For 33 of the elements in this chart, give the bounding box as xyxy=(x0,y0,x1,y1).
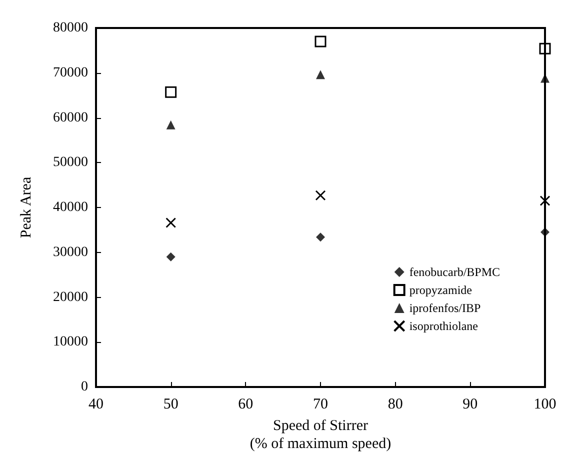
legend-label: iprofenfos/IBP xyxy=(409,301,481,315)
point xyxy=(166,252,176,262)
y-tick-label: 30000 xyxy=(53,244,88,260)
x-tick-label: 80 xyxy=(388,396,403,412)
point xyxy=(539,42,551,54)
x-tick-label: 50 xyxy=(163,396,178,412)
y-tick-label: 80000 xyxy=(53,20,88,36)
point xyxy=(315,190,326,201)
y-tick-label: 50000 xyxy=(53,155,88,170)
point xyxy=(316,70,325,80)
y-tick-label: 20000 xyxy=(53,290,88,305)
y-tick-label: 40000 xyxy=(53,200,88,215)
x-tick-label: 40 xyxy=(88,396,104,412)
x-tick-label: 90 xyxy=(462,396,478,412)
point xyxy=(166,120,176,130)
legend-label: propyzamide xyxy=(409,283,472,297)
x-tick-label: 70 xyxy=(313,396,328,412)
point xyxy=(316,232,325,242)
point xyxy=(314,36,326,48)
y-tick-label: 0 xyxy=(81,380,88,394)
x-axis-title: Speed of Stirrer (% of maximum speed) xyxy=(250,418,392,452)
legend-label: fenobucarb/BPMC xyxy=(409,265,500,279)
x-tick-label: 100 xyxy=(534,396,556,412)
y-tick-label: 60000 xyxy=(53,110,88,126)
y-axis-title: Peak Area xyxy=(18,176,34,238)
point xyxy=(166,218,176,228)
y-tick-label: 10000 xyxy=(53,334,88,350)
x-tick-label: 60 xyxy=(238,396,254,412)
point xyxy=(540,196,550,206)
legend-label: isoprothiolane xyxy=(409,319,478,333)
point xyxy=(540,228,550,237)
y-tick-label: 70000 xyxy=(53,65,88,80)
point xyxy=(165,86,177,98)
